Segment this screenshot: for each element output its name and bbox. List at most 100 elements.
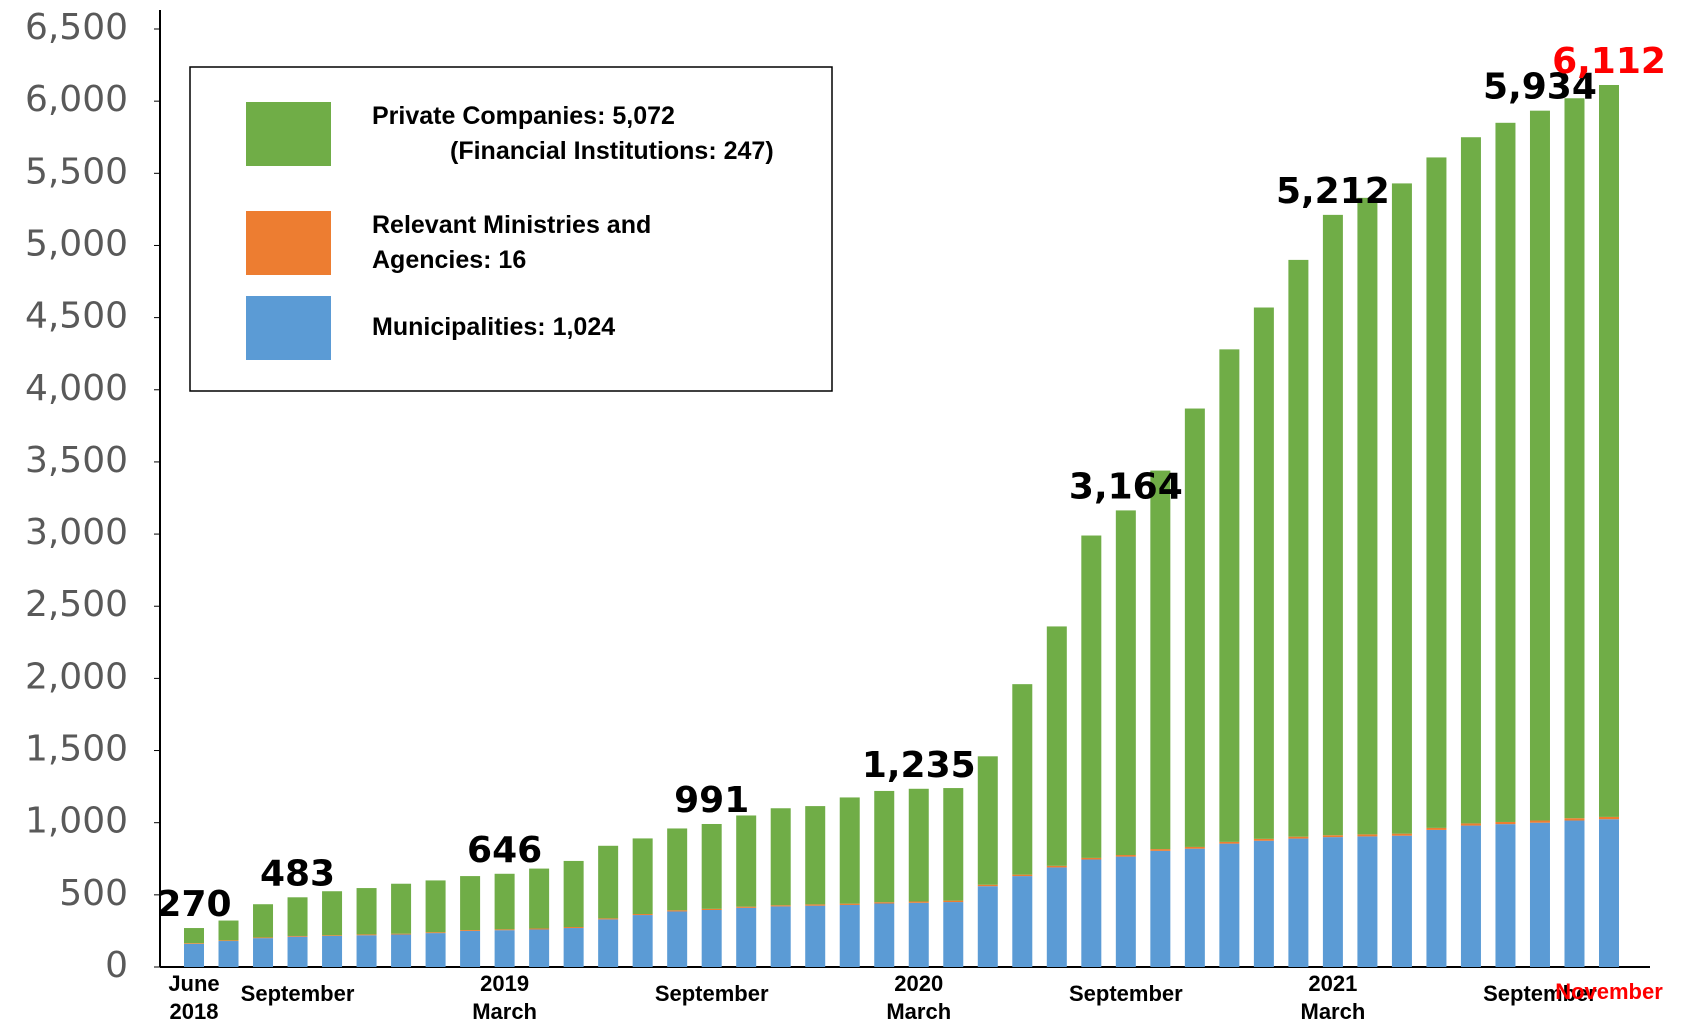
bar-segment: [632, 915, 653, 967]
bar-segment: [1599, 84, 1619, 817]
bar-segment: [322, 935, 343, 967]
bar-segment: [977, 884, 998, 887]
bar-segment: [1599, 819, 1619, 967]
bar-segment: [1288, 838, 1309, 967]
bar-segment: [1495, 824, 1516, 967]
y-tick-label: 3,000: [25, 512, 128, 553]
bar-segment: [1599, 816, 1619, 820]
bar-segment: [1288, 836, 1309, 839]
bar-segment: [1357, 197, 1378, 835]
bar-segment: [701, 908, 722, 910]
bar-segment: [460, 930, 481, 967]
legend-swatch: [246, 102, 331, 166]
data-label: 991: [674, 780, 749, 821]
bar-segment: [1081, 857, 1102, 860]
bar-segment: [736, 906, 757, 908]
bar-segment: [1426, 827, 1447, 830]
y-tick-label: 1,000: [25, 801, 128, 842]
x-tick-label: September: [1483, 981, 1597, 1006]
bar-segment: [1115, 510, 1136, 856]
bar-segment: [770, 808, 791, 906]
data-label: 1,235: [862, 745, 976, 786]
bar-segment: [1357, 836, 1378, 967]
bar-segment: [1322, 214, 1343, 836]
bar-segment: [1529, 822, 1550, 967]
bar-segment: [839, 903, 860, 905]
x-tick-label: 2021 March: [1301, 971, 1366, 1024]
bar-segment: [253, 937, 274, 939]
legend-swatch: [246, 296, 331, 360]
bar-segment: [391, 933, 412, 935]
bar-segment: [1564, 820, 1585, 967]
bar-segment: [943, 900, 964, 903]
bar-segment: [356, 935, 377, 967]
bar-segment: [1460, 137, 1481, 824]
bar-segment: [908, 788, 929, 902]
bar-segment: [425, 933, 446, 967]
data-label: 270: [156, 884, 231, 925]
bar-segment: [218, 940, 239, 942]
bar-segment: [494, 873, 515, 930]
bar-segment: [770, 905, 791, 907]
legend-swatch: [246, 211, 331, 275]
y-tick-label: 0: [105, 945, 128, 986]
y-tick-label: 4,000: [25, 368, 128, 409]
data-label: 3,164: [1069, 466, 1183, 507]
bar-segment: [425, 880, 446, 933]
bar-segment: [632, 838, 653, 915]
bar-segment: [839, 904, 860, 967]
bar-segment: [563, 928, 584, 967]
bar-segment: [529, 928, 550, 930]
bar-segment: [1564, 98, 1585, 819]
bar-segment: [529, 868, 550, 929]
bar-segment: [1253, 838, 1274, 841]
bar-segment: [1150, 849, 1171, 851]
bar-segment: [1391, 183, 1412, 834]
y-tick-label: 6,500: [25, 7, 128, 48]
bar-segment: [1219, 349, 1240, 842]
bar-segment: [874, 790, 895, 903]
bar-segment: [1426, 829, 1447, 967]
bar-segment: [701, 823, 722, 909]
bar-segment: [460, 930, 481, 931]
bar-segment: [1495, 122, 1516, 822]
bar-segment: [184, 943, 204, 967]
bar-segment: [1081, 535, 1102, 858]
bar-segment: [1253, 307, 1274, 839]
data-label: 646: [467, 830, 542, 871]
bar-segment: [1426, 157, 1447, 828]
bar-segment: [391, 883, 412, 934]
bar-segment: [563, 860, 584, 928]
bar-segment: [805, 905, 826, 967]
bar-segment: [874, 902, 895, 904]
data-label: 5,212: [1276, 171, 1390, 212]
bar-segment: [943, 788, 964, 901]
bar-segment: [1391, 835, 1412, 967]
bar-segment: [1046, 865, 1067, 868]
data-label: 483: [260, 853, 335, 894]
bar-segment: [391, 934, 412, 967]
bar-segment: [1288, 259, 1309, 837]
bar-segment: [529, 929, 550, 967]
bar-segment: [1150, 470, 1171, 850]
bar-segment: [908, 901, 929, 903]
y-tick-label: 4,500: [25, 296, 128, 337]
bar-segment: [736, 815, 757, 907]
bar-segment: [1184, 848, 1205, 967]
bar-segment: [1012, 684, 1033, 875]
bar-segment: [1529, 110, 1550, 821]
bar-segment: [1012, 876, 1033, 967]
bar-segment: [598, 919, 619, 967]
bar-segment: [1529, 820, 1550, 823]
legend-label: Municipalities: 1,024: [372, 313, 615, 341]
bar-segment: [770, 906, 791, 967]
bar-segment: [322, 935, 343, 936]
bar-segment: [1322, 837, 1343, 967]
bar-segment: [1460, 823, 1481, 826]
bar-segment: [908, 902, 929, 967]
bar-segment: [667, 910, 688, 912]
bar-segment: [977, 886, 998, 967]
y-tick-label: 5,500: [25, 151, 128, 192]
x-tick-label: November: [1555, 979, 1663, 1004]
bar-segment: [701, 909, 722, 967]
